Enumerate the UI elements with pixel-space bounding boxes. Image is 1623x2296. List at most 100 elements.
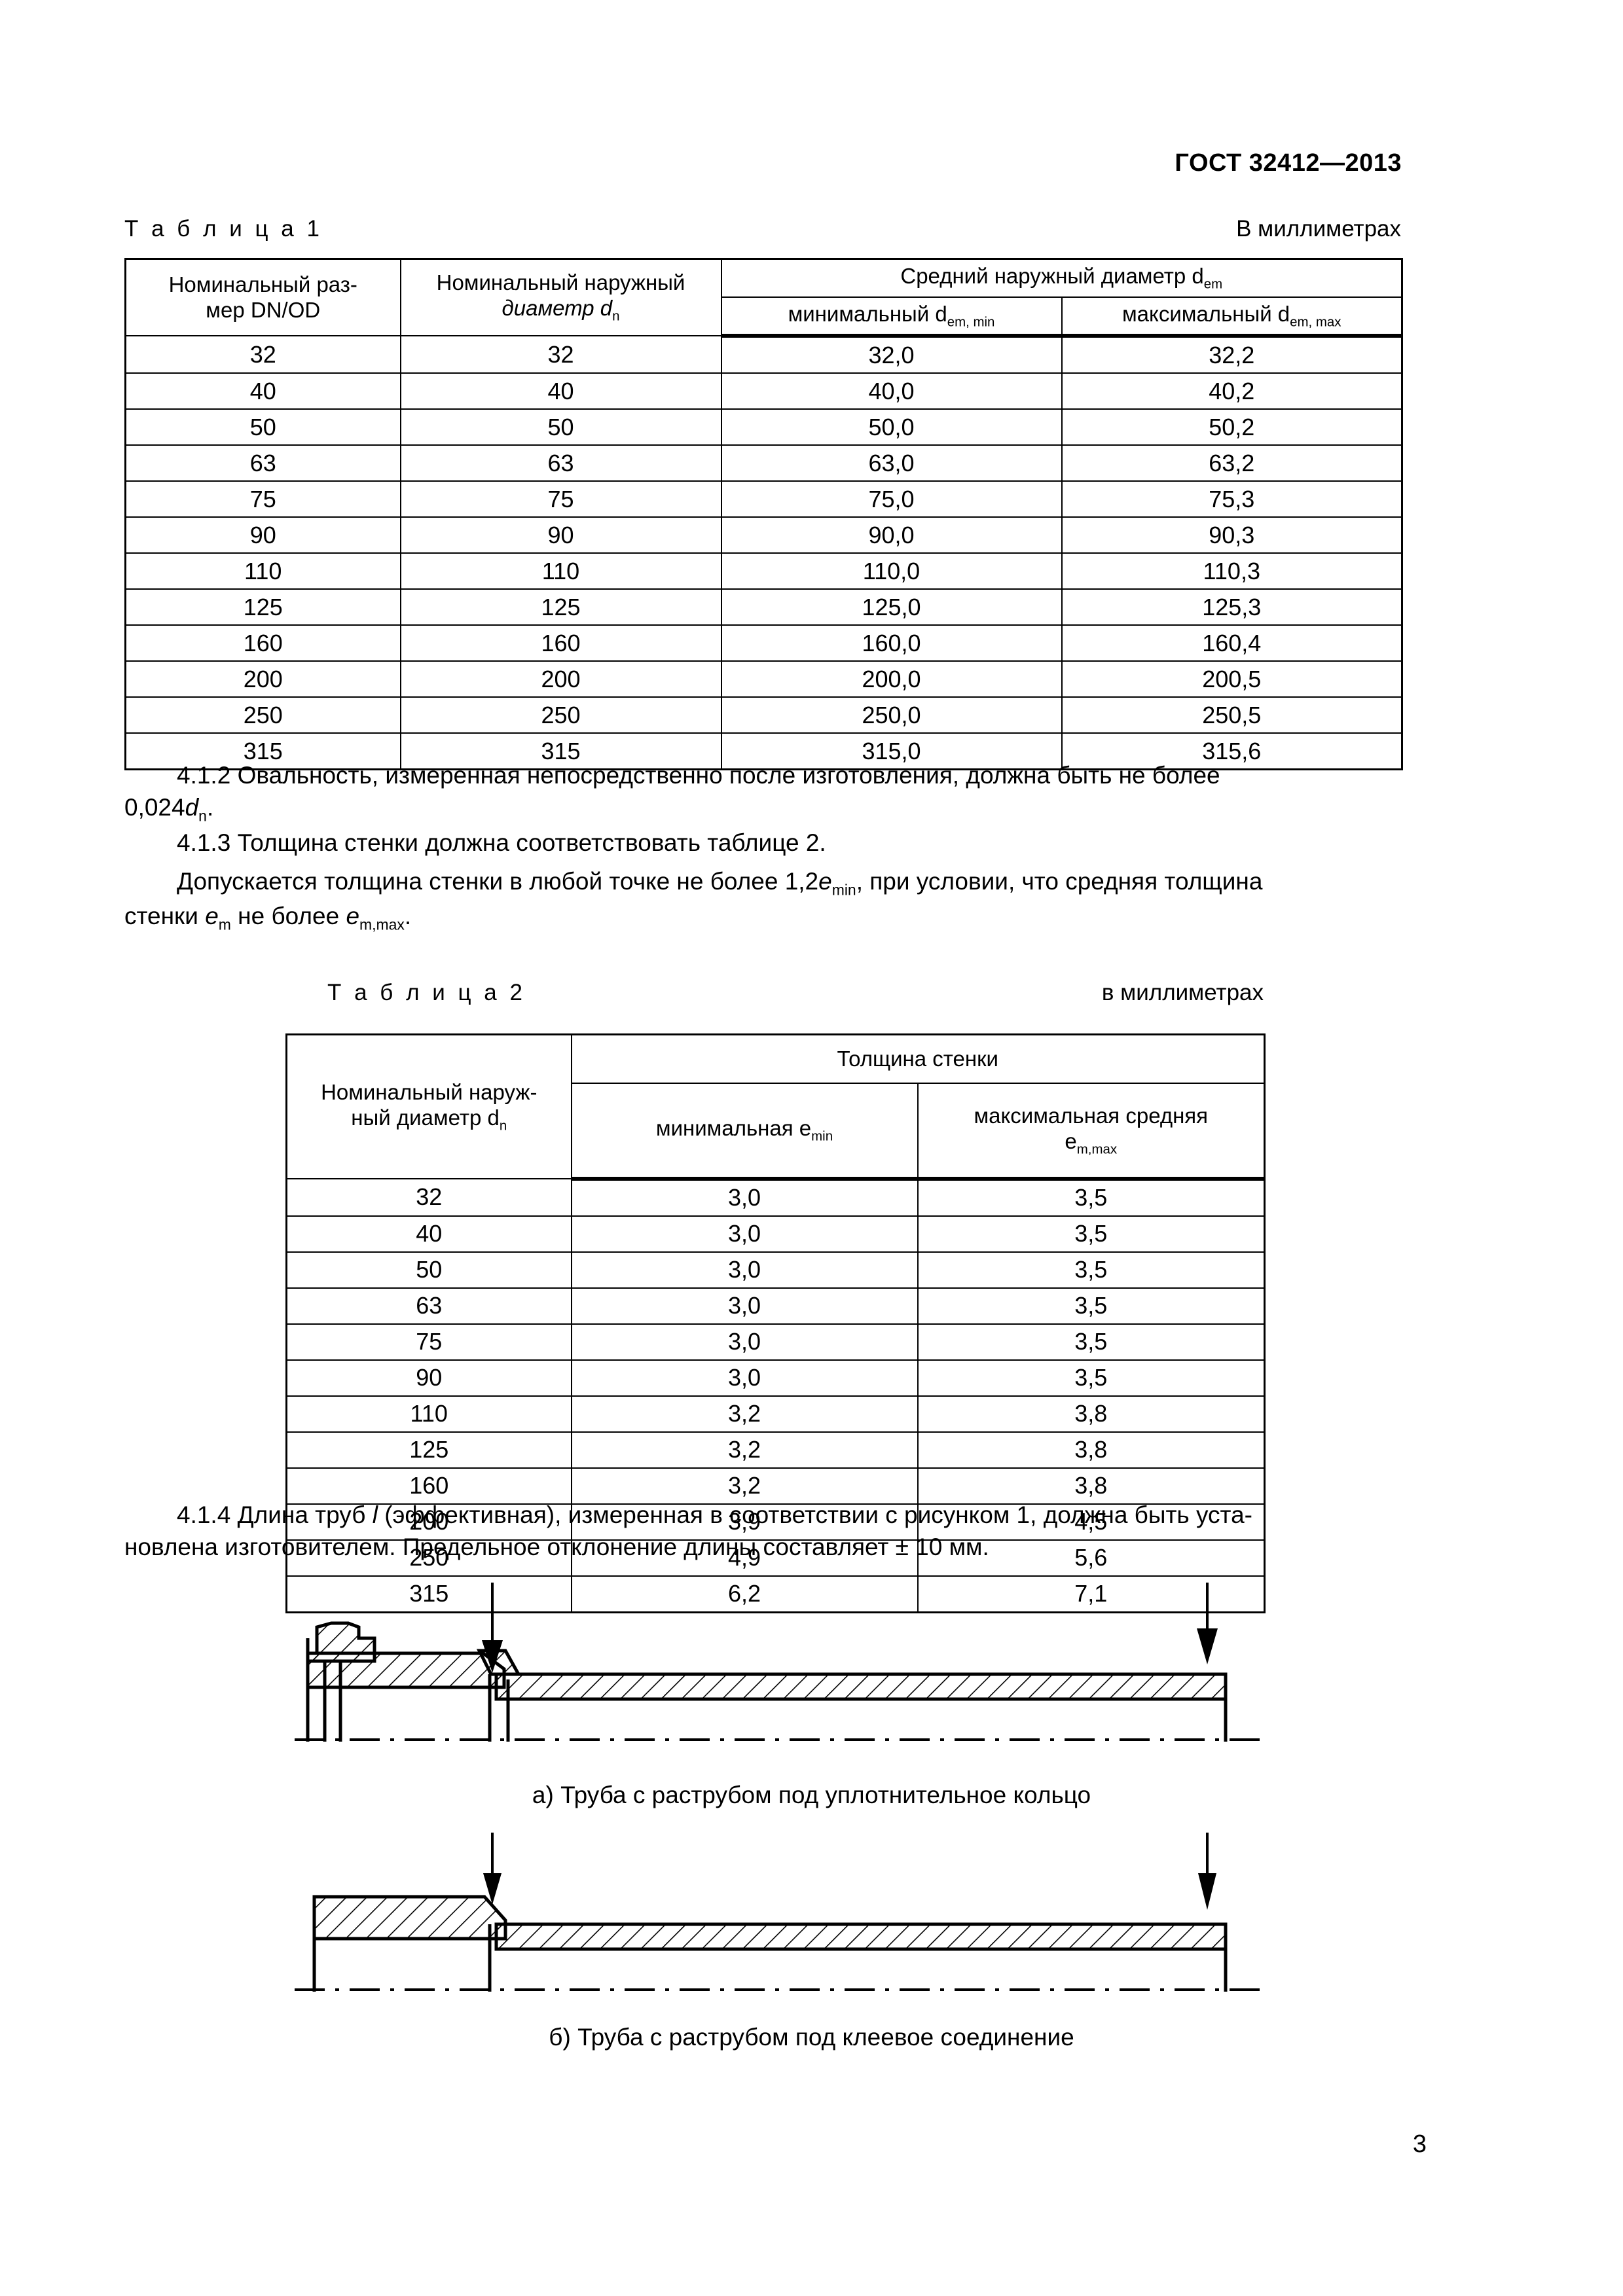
table1-cell-dem-min: 40,0 (720, 372, 1063, 410)
paragraph-4-1-4-symbol: l (372, 1501, 378, 1528)
table2-units: в миллиметрах (1101, 980, 1264, 1005)
table1-cell-dn: 63 (399, 444, 722, 482)
table-row: 75 3,0 3,5 (285, 1323, 1266, 1361)
table1-cell-dn-od: 32 (124, 335, 401, 374)
paragraph-4-1-3-note-l2-sub2: m,max (359, 916, 405, 933)
table1-cell-dem-min: 315,0 (720, 732, 1063, 770)
paragraph-4-1-2-value-symbol: d (185, 794, 199, 821)
table-row: 315 6,2 7,1 (285, 1575, 1266, 1613)
table1-cell-dem-max: 90,3 (1061, 516, 1403, 554)
table2-cell-em-max: 3,8 (917, 1467, 1266, 1505)
table1-header-dem-max: максимальный dem, max (1061, 296, 1403, 338)
table2-cell-e-min: 3,2 (570, 1431, 919, 1469)
table-nominal-diameters: Номинальный раз- мер DN/OD Номинальный н… (124, 258, 1404, 771)
table1-header-group-label: Средний наружный диаметр d (900, 264, 1204, 288)
socket-wall-a (306, 1651, 506, 1689)
table2-header-row-2: минимальная emin максимальная средняя em… (287, 1083, 1266, 1181)
standard-number-header: ГОСТ 32412—2013 (1175, 149, 1402, 177)
table2-cell-e-min: 3,0 (570, 1178, 919, 1217)
table1-header-nominal-outer-diameter: Номинальный наружный диаметр dn (399, 258, 722, 337)
table1-cell-dem-max: 125,3 (1061, 588, 1403, 626)
table-row: 250 250 250,0 250,5 (124, 696, 1403, 734)
table1-header-dem-min-sub: em, min (947, 314, 995, 330)
table1-cell-dem-min: 250,0 (720, 696, 1063, 734)
table2-cell-e-min: 3,0 (570, 1287, 919, 1325)
table2-cell-dn: 200 (285, 1503, 572, 1541)
table2-cell-e-min: 6,2 (570, 1575, 919, 1613)
table-row: 75 75 75,0 75,3 (124, 480, 1403, 518)
paragraph-4-1-4-post: (эффективная), измеренная в соответствии… (377, 1501, 1252, 1528)
table1-cell-dem-min: 160,0 (720, 624, 1063, 662)
table1-cell-dn-od: 75 (124, 480, 401, 518)
table1-cell-dn-od: 40 (124, 372, 401, 410)
table2-cell-e-min: 3,9 (570, 1503, 919, 1541)
paragraph-4-1-4: 4.1.4 Длина труб l (эффективная), измере… (124, 1499, 1401, 1563)
table-row: 110 110 110,0 110,3 (124, 552, 1403, 590)
table1-header-dn-od-line2: мер DN/OD (206, 297, 321, 322)
table1-cell-dn: 40 (399, 372, 722, 410)
table1-units: В миллиметрах (1236, 216, 1401, 242)
table-row: 50 3,0 3,5 (285, 1251, 1266, 1289)
table-row: 125 125 125,0 125,3 (124, 588, 1403, 626)
table1-cell-dn-od: 63 (124, 444, 401, 482)
table1-cell-dn: 50 (399, 408, 722, 446)
table2-cell-em-max: 3,5 (917, 1359, 1266, 1397)
table2-cell-dn: 125 (285, 1431, 572, 1469)
table2-body: 32 3,0 3,5 40 3,0 3,5 50 3,0 3,5 63 3,0 3,5 75 3,0 3,5… (285, 1178, 1266, 1613)
table1-header-row-2: минимальный dem, min максимальный dem, m… (126, 296, 1403, 338)
table2-header-nod-line1: Номинальный наруж- (321, 1079, 538, 1104)
table2-header-em-max-line1: максимальная средняя (974, 1103, 1209, 1128)
pipe-wall-a (494, 1672, 1228, 1701)
table2-cell-e-min: 3,2 (570, 1395, 919, 1433)
table2-header-e-min-sub: min (811, 1128, 833, 1144)
table1-header-row-1: Номинальный раз- мер DN/OD Номинальный н… (124, 258, 1403, 337)
table1-cell-dn: 160 (399, 624, 722, 662)
table1-cell-dn-od: 50 (124, 408, 401, 446)
table1-body: 32 32 32,0 32,2 40 40 40,0 40,2 50 50 50,0 50,2 63 63… (124, 335, 1403, 770)
table2-cell-em-max: 3,5 (917, 1178, 1266, 1217)
paragraph-4-1-3-note-pre: Допускается толщина стенки в любой точке… (177, 868, 819, 895)
table1-cell-dn-od: 200 (124, 660, 401, 698)
table2-header-e-min-label: минимальная e (655, 1116, 812, 1141)
table1-cell-dn: 125 (399, 588, 722, 626)
paragraph-4-1-3-note-l2-post: . (404, 902, 412, 929)
table2-header-wall-thickness-group: Толщина стенки (570, 1033, 1266, 1084)
paragraph-4-1-3: 4.1.3 Толщина стенки должна соответствов… (124, 827, 1401, 859)
figure-b-drawing (295, 1833, 1270, 1992)
table2-cell-em-max: 3,5 (917, 1215, 1266, 1253)
table1-cell-dem-min: 200,0 (720, 660, 1063, 698)
table1-header-nod-line2: диаметр d (501, 296, 613, 321)
table2-cell-em-max: 5,6 (917, 1539, 1266, 1577)
table-row: 40 40 40,0 40,2 (124, 372, 1403, 410)
table1-cell-dn: 32 (399, 335, 722, 374)
table2-cell-e-min: 3,0 (570, 1323, 919, 1361)
table1-cell-dn: 110 (399, 552, 722, 590)
table-row: 32 3,0 3,5 (285, 1178, 1266, 1217)
table1-caption: Т а б л и ц а 1 (124, 216, 323, 242)
table1-cell-dn: 315 (399, 732, 722, 770)
table-row: 200 200 200,0 200,5 (124, 660, 1403, 698)
paragraph-4-1-2-value-post: . (206, 794, 214, 821)
table-row: 32 32 32,0 32,2 (124, 335, 1403, 374)
table2-cell-e-min: 4,9 (570, 1539, 919, 1577)
table2-cell-dn: 110 (285, 1395, 572, 1433)
table2-caption: Т а б л и ц а 2 (327, 980, 526, 1005)
table-row: 90 90 90,0 90,3 (124, 516, 1403, 554)
table1-cell-dn-od: 250 (124, 696, 401, 734)
table2-cell-em-max: 3,5 (917, 1287, 1266, 1325)
table1-cell-dem-min: 63,0 (720, 444, 1063, 482)
table1-header-mean-outer-diameter-group: Средний наружный диаметр dem (720, 258, 1403, 298)
paragraph-4-1-3-note: Допускается толщина стенки в любой точке… (124, 865, 1401, 935)
table1-cell-dn-od: 160 (124, 624, 401, 662)
table1-header-nod-sub: n (612, 308, 620, 324)
table1-cell-dn: 90 (399, 516, 722, 554)
table1-cell-dem-max: 40,2 (1061, 372, 1403, 410)
table1-cell-dem-max: 315,6 (1061, 732, 1403, 770)
table-row: 90 3,0 3,5 (285, 1359, 1266, 1397)
table-row: 63 3,0 3,5 (285, 1287, 1266, 1325)
table1-cell-dn-od: 110 (124, 552, 401, 590)
page-number: 3 (1412, 2130, 1427, 2158)
table2-header-row-1: Номинальный наруж- ный диаметр dn Толщин… (285, 1033, 1266, 1179)
table1-cell-dem-min: 90,0 (720, 516, 1063, 554)
